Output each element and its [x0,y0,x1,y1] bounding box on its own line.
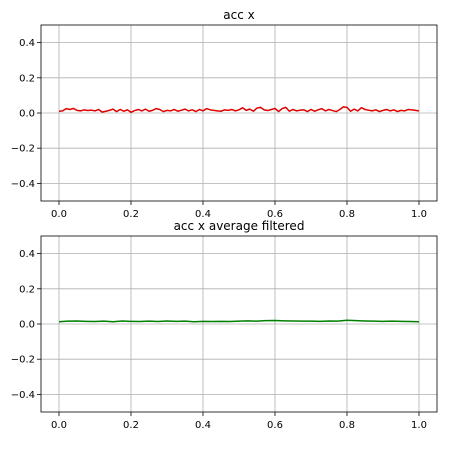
x-tick-label: 0.0 [51,209,67,220]
x-tick-label: 0.0 [51,420,67,431]
x-tick-label: 1.0 [411,420,427,431]
x-tick-label: 0.6 [267,209,283,220]
axes-frame [40,24,438,202]
series-line-1 [58,106,420,114]
x-tick-label: 1.0 [411,209,427,220]
chart-title: acc x average filtered [174,219,305,233]
x-tick-label: 0.2 [123,420,139,431]
y-tick-label: 0.2 [19,284,35,295]
y-tick-label: −0.2 [11,144,35,155]
y-tick-label: −0.2 [11,355,35,366]
series-line-1 [58,319,420,323]
chart-title: acc x [223,8,254,22]
y-tick-label: 0.0 [19,320,35,331]
x-tick-label: 0.6 [267,420,283,431]
subplot-2: 0.0 0.2 0.4 0.6 0.8 1.0 0.4 0.2 0.0 −0.2 −0.4 acc x… [11,219,438,431]
x-tick-label: 0.8 [339,420,355,431]
x-tick-label: 0.2 [123,209,139,220]
y-tick-label: 0.4 [19,38,35,49]
axes-frame [40,235,438,413]
subplot-1: 0.0 0.2 0.4 0.6 0.8 1.0 0.4 0.2 0.0 −0.2 −0.4 acc x [11,8,438,220]
y-tick-label: 0.4 [19,249,35,260]
y-tick-label: −0.4 [11,390,35,401]
x-tick-label: 0.4 [195,209,211,220]
x-tick-label: 0.4 [195,420,211,431]
y-tick-label: −0.4 [11,179,35,190]
y-tick-label: 0.0 [19,109,35,120]
y-tick-label: 0.2 [19,73,35,84]
x-tick-label: 0.8 [339,209,355,220]
